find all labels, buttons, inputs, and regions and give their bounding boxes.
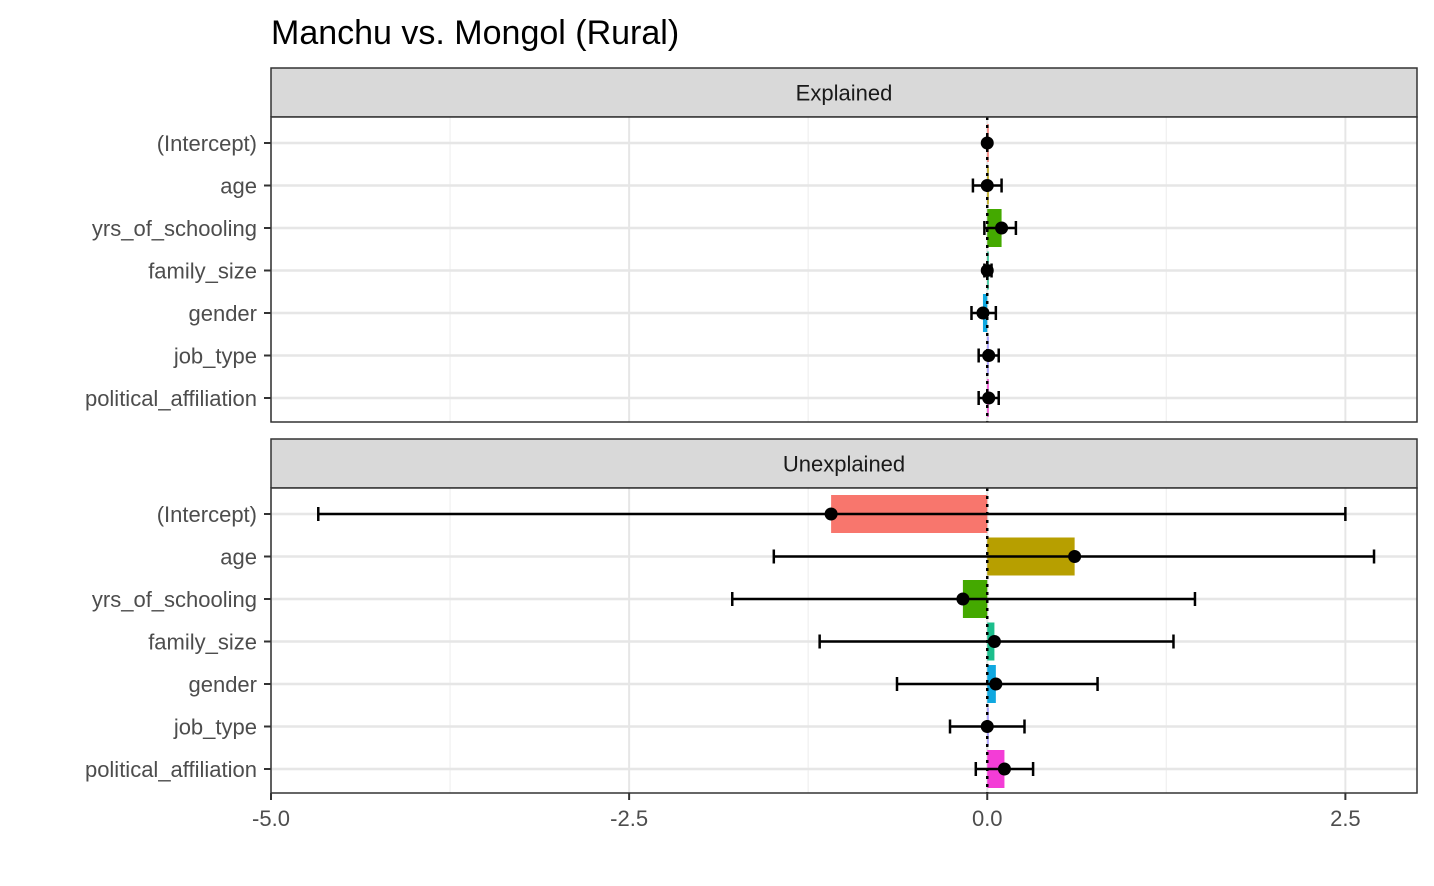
x-tick-label: -2.5 [610,806,648,831]
point-estimate [980,179,994,192]
x-axis: -5.0 -2.5 0.0 2.5 [252,793,1361,831]
facet-panels: Explained(Intercept)ageyrs_of_schoolingf… [85,67,1418,794]
y-tick-label: (Intercept) [157,502,257,527]
point-estimate [997,762,1011,776]
point-estimate [987,635,1001,648]
y-tick-label: gender [188,672,257,697]
point-estimate [980,136,994,150]
y-tick-label: yrs_of_schooling [92,216,257,241]
facet-strip-background [270,438,1418,489]
y-tick-label: political_affiliation [85,757,257,782]
y-tick-label: family_size [148,630,257,655]
point-estimate [982,349,996,362]
y-tick-label: job_type [173,344,257,369]
point-estimate [1068,550,1082,563]
x-tick-label: 0.0 [972,806,1003,831]
point-estimate [989,677,1003,691]
y-tick-label: political_affiliation [85,386,257,411]
point-estimate [956,592,970,606]
facet-strip-background [270,67,1418,118]
y-tick-label: gender [188,301,257,326]
point-estimate [980,264,994,277]
y-tick-label: job_type [173,715,257,740]
chart-title: Manchu vs. Mongol (Rural) [271,14,679,52]
panel-unexplained: Unexplained (Intercept) age yrs_of_schoolin… [85,438,1418,794]
y-tick-label: family_size [148,259,257,284]
point-estimate [976,306,990,320]
point-estimate [980,720,994,733]
x-tick-label: -5.0 [252,806,290,831]
facet-strip-label: Explained [796,81,893,106]
x-tick-label: 2.5 [1330,806,1361,831]
y-tick-label: age [220,545,257,570]
facet-strip-label: Unexplained [783,452,905,477]
point-estimate [995,221,1009,235]
point-estimate [982,391,996,405]
y-tick-label: (Intercept) [157,131,257,156]
y-tick-label: age [220,174,257,199]
y-tick-label: yrs_of_schooling [92,587,257,612]
point-estimate [824,507,838,521]
panel-explained: Explained (Intercept) age yrs_of_schoolingf… [85,67,1418,423]
